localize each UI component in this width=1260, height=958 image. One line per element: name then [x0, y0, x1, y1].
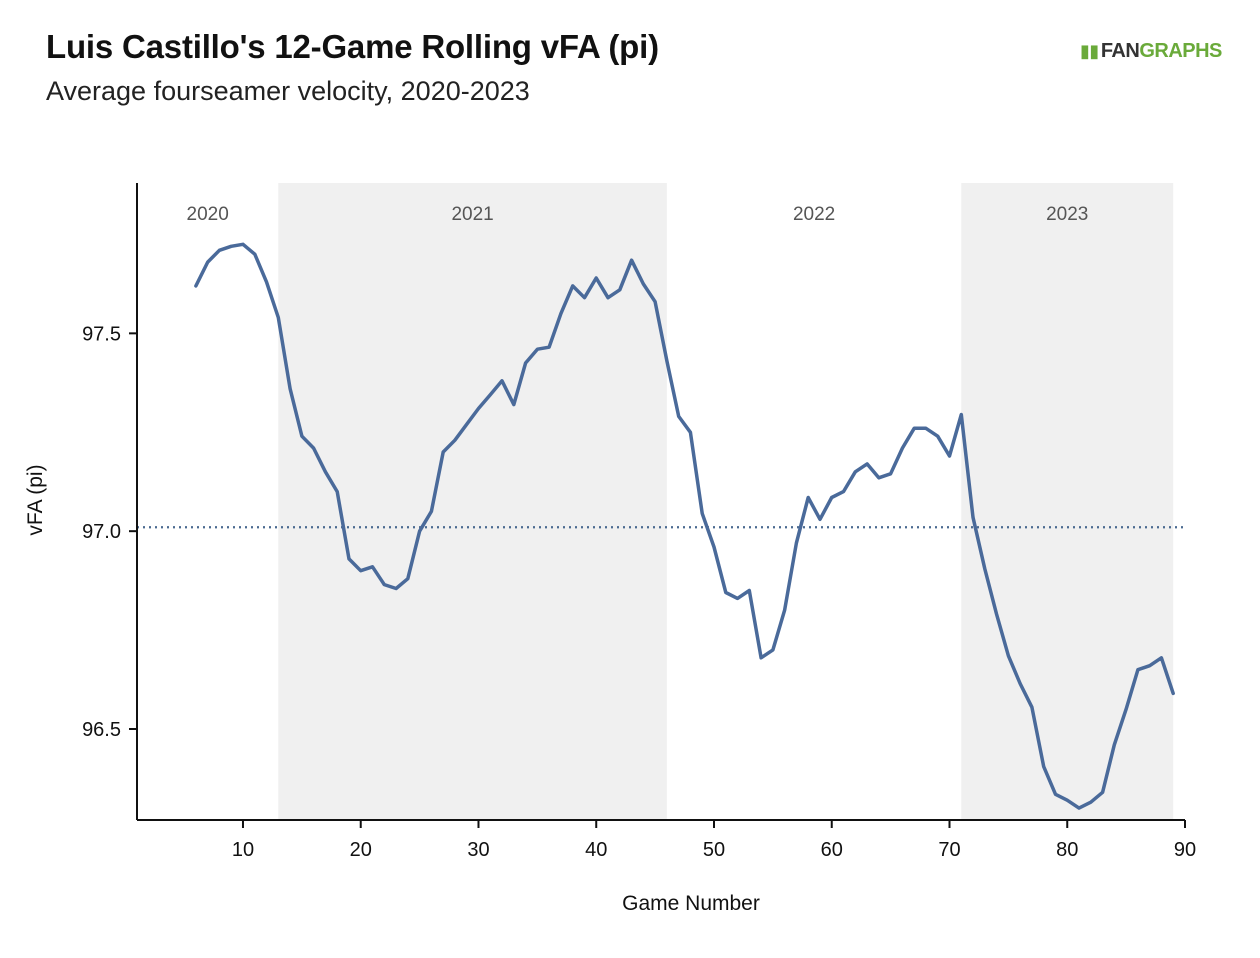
series-layer [194, 242, 1175, 810]
season-shade-2021 [278, 183, 667, 820]
y-tick-label-2: 97.5 [82, 323, 121, 345]
x-tick-label-20: 20 [350, 839, 372, 861]
y-tick-label-1: 97.0 [82, 521, 121, 543]
x-tick-label-90: 90 [1174, 839, 1196, 861]
x-tick-label-40: 40 [585, 839, 607, 861]
series-line [194, 242, 1175, 810]
season-shades [278, 183, 1174, 820]
axes: 10 20 30 40 50 60 70 80 90 96.5 97.0 97.5 [82, 183, 1196, 861]
logo-fan-text: FAN [1100, 40, 1140, 62]
x-tick-label-80: 80 [1056, 839, 1078, 861]
season-label-2021: 2021 [451, 204, 493, 225]
x-axis-title: Game Number [622, 892, 760, 915]
bars-icon: ▮▮ [1080, 41, 1099, 61]
fangraphs-logo: ▮▮ FANGRAPHS [1080, 40, 1222, 63]
x-tick-label-70: 70 [938, 839, 960, 861]
season-label-2023: 2023 [1046, 204, 1088, 225]
logo-graphs-text: GRAPHS [1139, 40, 1222, 62]
y-tick-label-0: 96.5 [82, 719, 121, 741]
y-axis-title: vFA (pi) [24, 464, 47, 535]
season-shade-2023 [961, 183, 1174, 820]
x-tick-label-10: 10 [232, 839, 254, 861]
season-label-2020: 2020 [187, 204, 229, 225]
x-tick-label-60: 60 [821, 839, 843, 861]
chart-subtitle: Average fourseamer velocity, 2020-2023 [46, 76, 530, 106]
x-tick-label-30: 30 [467, 839, 489, 861]
season-labels: 2020 2021 2022 2023 [187, 204, 1089, 225]
season-label-2022: 2022 [793, 204, 835, 225]
x-tick-label-50: 50 [703, 839, 725, 861]
chart-title: Luis Castillo's 12-Game Rolling vFA (pi) [46, 28, 659, 65]
